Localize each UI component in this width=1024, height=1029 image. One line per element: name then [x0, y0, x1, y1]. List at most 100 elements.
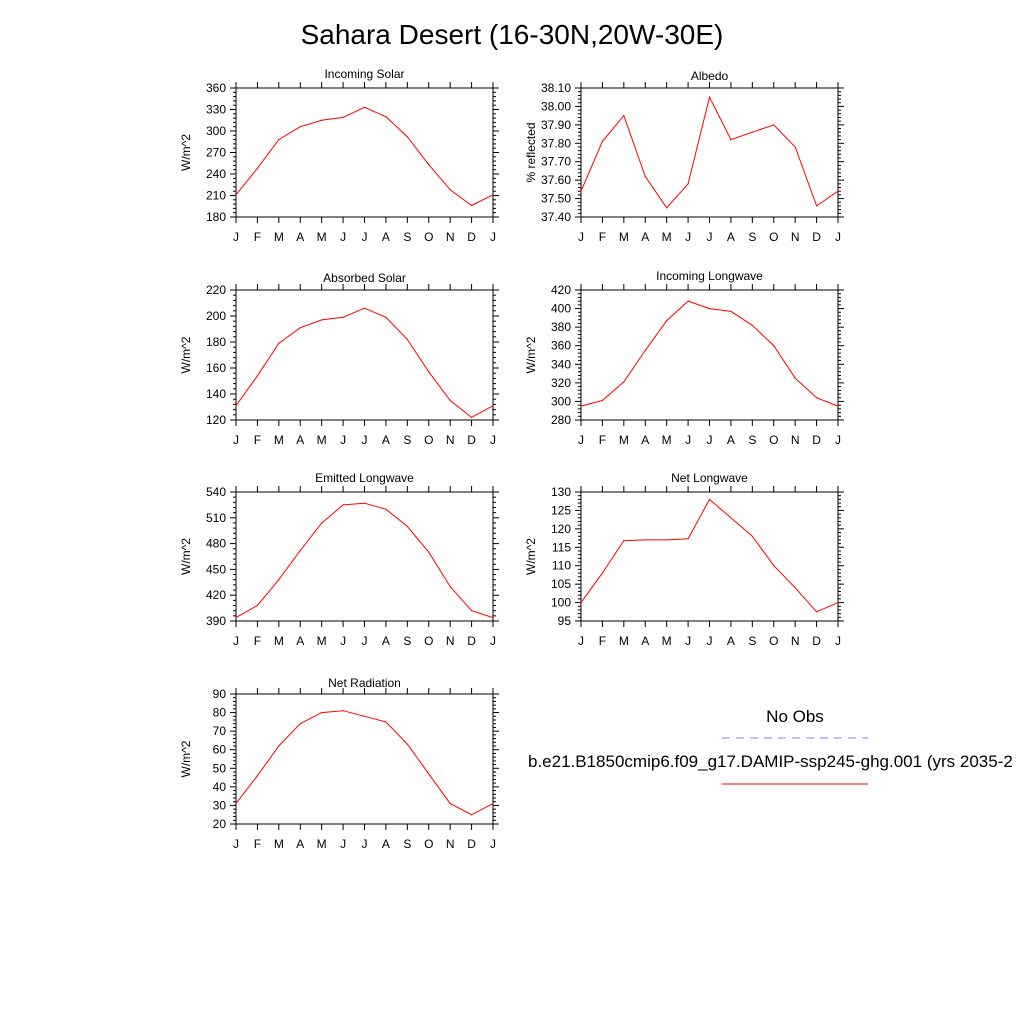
chart-4-incoming-longwave-xtick-label: J: [578, 433, 584, 447]
chart-6-net-longwave-ytick-label: 95: [558, 614, 572, 628]
chart-3-absorbed-solar-xtick-label: M: [317, 433, 327, 447]
chart-4-incoming-longwave-ytick-label: 280: [551, 413, 571, 427]
chart-5-emitted-longwave-point: [321, 522, 323, 524]
chart-2-albedo-ytick-label: 37.50: [541, 192, 571, 206]
chart-6-net-longwave-point: [644, 539, 646, 541]
chart-1-incoming-solar-point: [492, 194, 494, 196]
chart-5-emitted-longwave-point: [235, 616, 237, 619]
chart-4-incoming-longwave-point: [644, 349, 646, 351]
chart-2-albedo-point: [708, 96, 711, 98]
chart-4-incoming-longwave-title: Incoming Longwave: [656, 269, 763, 283]
chart-5-emitted-longwave-point: [385, 508, 387, 510]
chart-4-incoming-longwave-point: [751, 324, 753, 326]
chart-1-incoming-solar-series-line: [235, 106, 494, 207]
chart-1-incoming-solar-ytick-label: 240: [206, 167, 226, 181]
chart-7-net-radiation-point: [299, 723, 301, 725]
chart-5-emitted-longwave-xtick-label: J: [362, 634, 368, 648]
chart-2-albedo-point: [773, 124, 775, 126]
chart-7-net-radiation-ylabel: W/m^2: [179, 740, 193, 777]
chart-3-absorbed-solar-xtick-label: J: [340, 433, 346, 447]
chart-6-net-longwave-point: [623, 540, 625, 542]
chart-6-net-longwave-xtick-label: F: [599, 634, 606, 648]
chart-7-net-radiation-point: [492, 802, 494, 805]
chart-1-incoming-solar-point: [342, 116, 344, 118]
chart-4-incoming-longwave-xtick-label: O: [769, 433, 778, 447]
chart-4-incoming-longwave-point: [601, 399, 604, 402]
chart-2-albedo-ylabel: % reflected: [524, 122, 538, 182]
chart-4-incoming-longwave-series-line: [580, 300, 839, 407]
chart-4-incoming-longwave-xtick-label: A: [641, 433, 649, 447]
chart-6-net-longwave-xtick-label: A: [641, 634, 649, 648]
chart-5-emitted-longwave-point: [299, 549, 301, 552]
chart-7-net-radiation-point: [449, 802, 451, 805]
chart-2-albedo-xtick-label: J: [835, 230, 841, 244]
chart-2-albedo-point: [687, 183, 689, 185]
chart-4-incoming-longwave-ylabel: W/m^2: [524, 336, 538, 373]
chart-5-emitted-longwave-ytick-label: 390: [206, 614, 226, 628]
chart-4-incoming-longwave-xtick-label: F: [599, 433, 606, 447]
chart-3-absorbed-solar-point: [299, 327, 301, 329]
chart-3-absorbed-solar-point: [406, 338, 408, 340]
chart-7-net-radiation-point: [342, 710, 344, 712]
chart-5-emitted-longwave-xtick-label: J: [233, 634, 239, 648]
chart-7-net-radiation-point: [363, 715, 366, 717]
chart-3-absorbed-solar-point: [278, 342, 280, 344]
chart-1-incoming-solar-ytick-label: 360: [206, 81, 226, 95]
chart-2-albedo-xtick-label: A: [641, 230, 649, 244]
chart-6-net-longwave-point: [837, 601, 839, 604]
chart-7-net-radiation-series-line: [235, 710, 494, 816]
chart-5-emitted-longwave-frame: [235, 491, 494, 622]
chart-5-emitted-longwave-series-line: [235, 502, 494, 619]
chart-1-incoming-solar-xtick-label: D: [467, 230, 476, 244]
chart-5-emitted-longwave-ytick-label: 540: [206, 485, 226, 499]
chart-4-incoming-longwave-point: [837, 405, 839, 407]
chart-2-albedo-xtick-label: A: [727, 230, 735, 244]
chart-5-emitted-longwave-xtick-label: M: [317, 634, 327, 648]
chart-3-absorbed-solar-point: [342, 316, 344, 318]
chart-6-net-longwave-ytick-label: 125: [551, 503, 571, 517]
chart-5-emitted-longwave-point: [449, 586, 451, 588]
chart-5-emitted-longwave-xtick-label: O: [424, 634, 433, 648]
chart-1-incoming-solar-point: [363, 106, 366, 108]
chart-1-incoming-solar-point: [428, 164, 430, 166]
chart-6-net-longwave-ytick-label: 120: [551, 522, 571, 536]
chart-5-emitted-longwave-point: [256, 604, 259, 607]
chart-2-albedo-xtick-label: N: [791, 230, 800, 244]
chart-2-albedo-xtick-label: J: [685, 230, 691, 244]
chart-5-emitted-longwave-point: [342, 504, 344, 506]
chart-2-albedo-ytick-label: 37.40: [541, 210, 571, 224]
chart-2-albedo-xtick-label: S: [748, 230, 756, 244]
chart-6-net-longwave-xtick-label: M: [662, 634, 672, 648]
chart-3-absorbed-solar-xtick-label: J: [490, 433, 496, 447]
chart-2-albedo-series-line: [580, 95, 839, 209]
chart-2-albedo-point: [730, 139, 732, 141]
chart-1-incoming-solar-title: Incoming Solar: [324, 67, 404, 81]
chart-6-net-longwave-point: [730, 517, 732, 519]
chart-7-net-radiation-point: [278, 745, 280, 747]
chart-1-incoming-solar-point: [235, 194, 237, 196]
chart-7-net-radiation-ytick-label: 20: [213, 817, 227, 831]
chart-4-incoming-longwave-ytick-label: 380: [551, 320, 571, 334]
chart-2-albedo-xtick-label: D: [812, 230, 821, 244]
chart-5-emitted-longwave-xtick-label: M: [274, 634, 284, 648]
chart-5-emitted-longwave-xtick-label: A: [382, 634, 390, 648]
chart-3-absorbed-solar-ytick-label: 120: [206, 413, 226, 427]
chart-5-emitted-longwave-xtick-label: F: [254, 634, 261, 648]
chart-3-absorbed-solar-point: [385, 316, 387, 318]
chart-5-emitted-longwave-xtick-label: N: [446, 634, 455, 648]
chart-1-incoming-solar-xtick-label: J: [233, 230, 239, 244]
chart-7-net-radiation-ytick-label: 60: [213, 743, 227, 757]
chart-2-albedo-point: [815, 205, 818, 207]
chart-7-net-radiation-point: [428, 773, 430, 775]
chart-6-net-longwave-xtick-label: M: [619, 634, 629, 648]
chart-2-albedo-point: [666, 207, 668, 209]
chart-1-incoming-solar-point: [406, 136, 408, 138]
chart-7-net-radiation-ytick-label: 70: [213, 724, 227, 738]
chart-4-incoming-longwave-point: [773, 345, 775, 347]
chart-1-incoming-solar-point: [299, 126, 301, 128]
chart-7-net-radiation-xtick-label: F: [254, 837, 261, 851]
chart-6-net-longwave-series-line: [580, 498, 839, 613]
chart-2-albedo-xtick-label: J: [707, 230, 713, 244]
